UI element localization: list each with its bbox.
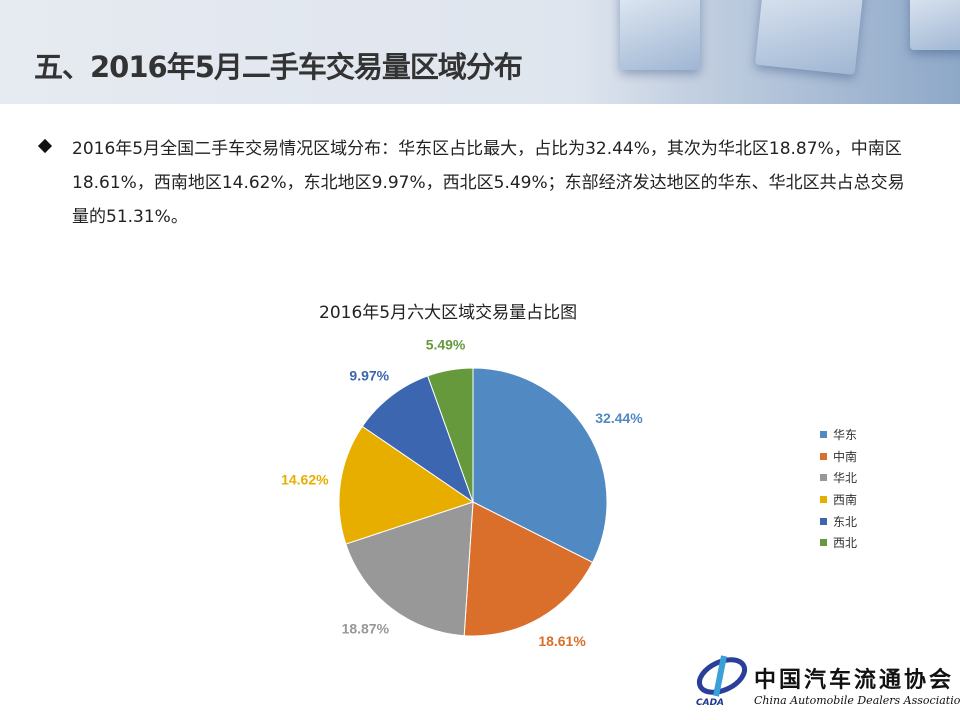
cada-logo: CADA 中国汽车流通协会 China Automobile Dealers A… xyxy=(694,652,960,712)
logo-abbr: CADA xyxy=(696,698,725,708)
pie-slice-1 xyxy=(463,501,594,637)
pie-slice-5 xyxy=(427,367,474,503)
pie-slice-4 xyxy=(361,375,474,504)
legend-label: 西北 xyxy=(833,536,858,551)
page-title: 五、2016年5月二手车交易量区域分布 xyxy=(34,50,523,84)
data-label: 5.49% xyxy=(426,336,466,352)
logo-chinese-name: 中国汽车流通协会 xyxy=(754,667,955,693)
legend-label: 华北 xyxy=(833,471,858,486)
legend-swatch xyxy=(820,496,827,504)
pie-slice-3 xyxy=(338,425,475,545)
legend-swatch xyxy=(820,452,827,460)
summary-bullet: 2016年5月全国二手车交易情况区域分布：华东区占比最大，占比为32.44%，其… xyxy=(37,132,920,234)
data-label: 18.87% xyxy=(342,621,390,637)
logo-english-name: China Automobile Dealers Association xyxy=(754,694,960,707)
data-label: 14.62% xyxy=(281,472,329,488)
data-label: 9.97% xyxy=(349,367,389,383)
legend-item: 华北 xyxy=(820,467,857,489)
legend-item: 西北 xyxy=(820,532,857,554)
legend-swatch xyxy=(820,431,827,439)
pie-slice-2 xyxy=(345,501,474,637)
decorative-cube xyxy=(620,0,700,70)
chart-legend: 华东中南华北西南东北西北 xyxy=(820,424,857,554)
legend-item: 东北 xyxy=(820,510,857,532)
legend-label: 中南 xyxy=(833,449,858,464)
data-label: 18.61% xyxy=(538,633,586,649)
chart-title: 2016年5月六大区域交易量占比图 xyxy=(319,303,578,323)
legend-label: 华东 xyxy=(833,428,858,443)
decorative-cube xyxy=(910,0,960,50)
legend-item: 西南 xyxy=(820,489,857,511)
data-label: 32.44% xyxy=(595,410,643,426)
legend-swatch xyxy=(820,539,827,547)
legend-swatch xyxy=(820,474,827,482)
pie-slice-0 xyxy=(472,367,608,564)
cada-emblem-icon xyxy=(696,655,748,697)
legend-item: 中南 xyxy=(820,446,857,468)
header-banner: 五、2016年5月二手车交易量区域分布 xyxy=(0,0,960,104)
legend-label: 西南 xyxy=(833,493,858,508)
legend-item: 华东 xyxy=(820,424,857,446)
summary-text: 2016年5月全国二手车交易情况区域分布：华东区占比最大，占比为32.44%，其… xyxy=(72,139,905,227)
legend-swatch xyxy=(820,517,827,525)
legend-label: 东北 xyxy=(833,514,858,529)
